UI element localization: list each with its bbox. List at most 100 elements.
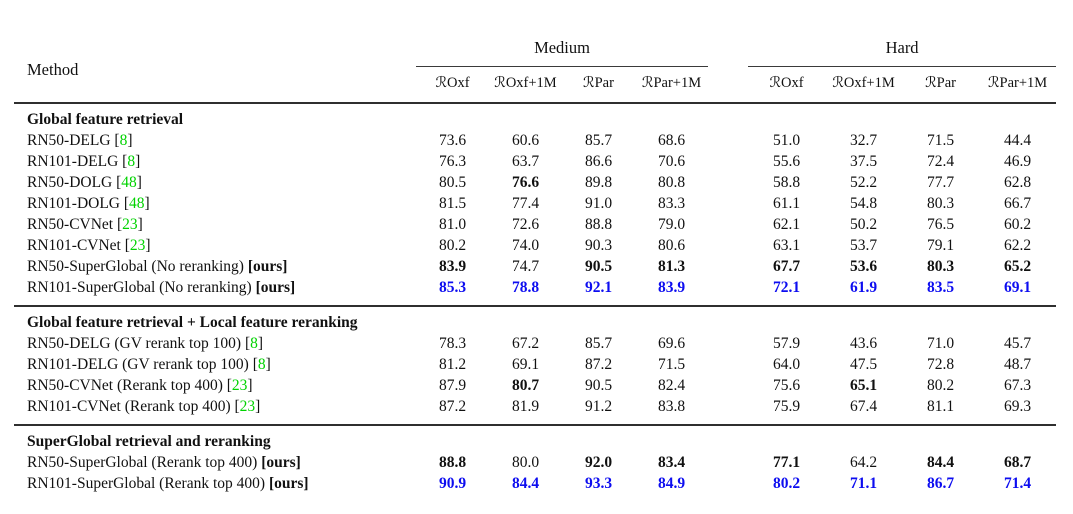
metric-cell: 63.7 [511,153,540,170]
metric-cell: 83.9 [438,258,467,275]
metric-cell: 91.2 [584,398,613,415]
metric-cell: 85.7 [584,132,613,149]
metric-cell: 83.5 [926,279,955,296]
col-header-hard-roxf: ℛOxf [769,75,804,91]
metric-cell: 81.3 [657,258,686,275]
section-3: SuperGlobal retrieval and reranking RN50-… [14,425,1057,501]
metric-cell: 43.6 [849,335,878,352]
metric-cell: 51.0 [772,132,801,149]
metric-cell: 60.2 [1004,216,1032,233]
citation-link[interactable]: 8 [257,356,266,373]
citation-link[interactable]: 23 [239,398,256,415]
citation-link[interactable]: 23 [231,377,248,394]
metric-cell: 71.0 [926,335,955,352]
column-gap [708,354,748,375]
method-cell: RN50-CVNet (Rerank top 400) [23] [14,375,416,396]
metric-cell: 81.9 [511,398,540,415]
metric-cell: 72.6 [511,216,540,233]
metric-cell: 81.2 [438,356,467,373]
metric-cell: 78.3 [438,335,467,352]
metric-cell: 76.3 [438,153,467,170]
metric-cell: 67.4 [849,398,878,415]
metric-cell: 77.4 [511,195,540,212]
metric-cell: 71.5 [657,356,686,373]
method-column-header: Method [27,59,79,79]
column-gap [708,375,748,396]
metric-cell: 69.1 [1004,279,1032,296]
metric-cell: 69.1 [511,356,540,373]
citation-bracket: [ [222,377,232,394]
citation-link[interactable]: 23 [129,237,146,254]
metric-cell: 81.0 [438,216,467,233]
metric-cell: 85.3 [438,279,467,296]
method-name: RN50-DELG [27,132,111,149]
method-name: RN101-CVNet (Rerank top 400) [27,398,231,415]
citation-bracket: [ [241,335,251,352]
citation-link[interactable]: 8 [119,132,128,149]
method-name: RN101-DELG (GV rerank top 100) [27,356,249,373]
table-row: RN50-CVNet [23] 81.0 72.6 88.8 79.0 62.1 50.2 7… [14,214,1056,235]
section-title: SuperGlobal retrieval and reranking [27,433,271,450]
table-row: RN50-SuperGlobal (No reranking) [ours] 83… [14,256,1056,277]
metric-cell: 50.2 [849,216,878,233]
metric-cell: 93.3 [584,475,613,492]
section-2: Global feature retrieval + Local feature… [14,306,1057,425]
citation-link[interactable]: 48 [129,195,145,212]
metric-cell: 68.7 [1004,454,1032,471]
metric-cell: 84.4 [511,475,540,492]
column-gap [708,452,748,473]
metric-cell: 83.3 [657,195,686,212]
metric-cell: 88.8 [584,216,613,233]
citation-link[interactable]: 8 [250,335,258,352]
method-cell: RN50-SuperGlobal (Rerank top 400) [ours] [14,452,416,473]
metric-cell: 53.6 [849,258,878,275]
method-cell: RN101-CVNet (Rerank top 400) [23] [14,396,416,425]
ours-tag: [ours] [243,258,288,275]
method-name: RN50-CVNet [27,216,114,233]
metric-cell: 62.8 [1004,174,1032,191]
metric-cell: 70.6 [657,153,686,170]
method-cell: RN101-DOLG [48] [14,193,416,214]
metric-cell: 75.6 [772,377,801,394]
citation-bracket: [ [120,195,130,212]
table-row: RN101-CVNet [23] 80.2 74.0 90.3 80.6 63.1 53.7… [14,235,1056,256]
citation-link[interactable]: 48 [121,174,137,191]
metric-cell: 76.5 [926,216,955,233]
citation-bracket: ] [136,174,142,191]
metric-cell: 87.2 [438,398,467,415]
metric-cell: 92.1 [584,279,613,296]
metric-cell: 45.7 [1004,335,1032,352]
column-gap [708,256,748,277]
col-header-hard-rpar-1m: ℛPar+1M [987,75,1048,91]
citation-bracket: ] [135,153,141,170]
method-name: RN101-CVNet [27,237,121,254]
metric-cell: 66.7 [1004,195,1032,212]
metric-cell: 90.5 [584,377,613,394]
metric-cell: 87.9 [438,377,467,394]
citation-bracket: ] [127,132,133,149]
metric-cell: 92.0 [584,454,613,471]
column-gap [708,235,748,256]
metric-cell: 46.9 [1004,153,1032,170]
metric-cell: 67.7 [772,258,801,275]
citation-bracket: [ [230,398,240,415]
method-cell: RN50-SuperGlobal (No reranking) [ours] [14,256,416,277]
method-cell: RN101-SuperGlobal (Rerank top 400) [ours… [14,473,416,501]
metric-cell: 78.8 [511,279,540,296]
section-title: Global feature retrieval + Local feature… [27,314,358,331]
col-header-medium-rpar: ℛPar [583,75,614,91]
metric-cell: 61.1 [772,195,801,212]
citation-link[interactable]: 23 [122,216,138,233]
col-header-hard-roxf-1m: ℛOxf+1M [832,75,895,91]
metric-cell: 86.7 [926,475,955,492]
metric-cell: 80.2 [772,475,801,492]
metric-cell: 61.9 [849,279,878,296]
method-cell: RN50-CVNet [23] [14,214,416,235]
method-name: RN50-CVNet (Rerank top 400) [27,377,223,394]
citation-link[interactable]: 8 [127,153,136,170]
table-row: RN101-DOLG [48] 81.5 77.4 91.0 83.3 61.1 54.8 8… [14,193,1056,214]
ours-tag: [ours] [265,475,309,492]
method-cell: RN101-DELG [8] [14,151,416,172]
citation-bracket: ] [144,195,150,212]
